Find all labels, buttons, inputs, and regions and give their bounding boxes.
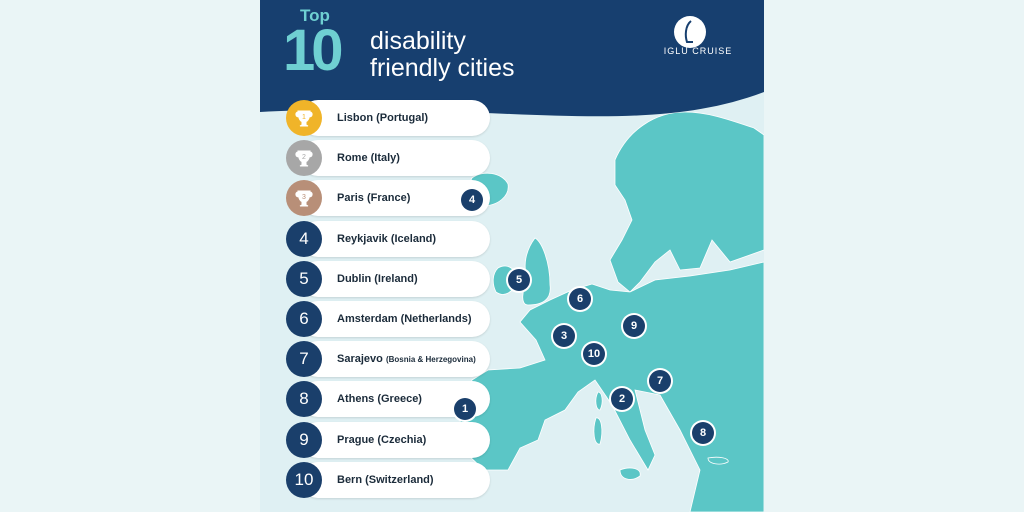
svg-text:3: 3 — [302, 194, 306, 201]
list-item: 5 Dublin (Ireland) — [286, 260, 496, 297]
city-name: Dublin (Ireland) — [337, 272, 418, 285]
city-ranking-list: 1 Lisbon (Portugal) 2 Rome (Italy) 3 Par… — [286, 100, 496, 502]
map-marker-dublin: 5 — [508, 269, 530, 291]
sailboat-logo-icon — [674, 16, 706, 48]
map-marker-athens: 8 — [692, 422, 714, 444]
list-item: 3 Paris (France) — [286, 180, 496, 217]
logo-text: IGLU CRUISE — [663, 46, 733, 56]
city-country-small: (Bosnia & Herzegovina) — [385, 355, 476, 365]
title-top: Top — [300, 6, 330, 25]
city-name: Sarajevo (Bosnia & Herzegovina) — [337, 341, 476, 377]
rank-badge: 5 — [286, 260, 322, 297]
list-item-pill — [300, 260, 490, 297]
list-item: 7 Sarajevo (Bosnia & Herzegovina) — [286, 341, 496, 378]
bronze-trophy-icon: 3 — [286, 180, 322, 217]
list-item: 4 Reykjavik (Iceland) — [286, 220, 496, 257]
city-name: Prague (Czechia) — [337, 433, 427, 446]
list-item-pill — [300, 421, 490, 458]
title-number: 10 — [283, 18, 343, 83]
map-marker-amsterdam: 6 — [569, 288, 591, 310]
city-name: Amsterdam (Netherlands) — [337, 312, 472, 325]
rank-badge: 8 — [286, 381, 322, 418]
rank-badge: 6 — [286, 300, 322, 337]
title-line-2: friendly cities — [370, 54, 515, 82]
map-marker-lisbon: 1 — [454, 398, 476, 420]
list-item-pill — [300, 100, 490, 136]
city-name: Athens (Greece) — [337, 393, 422, 406]
map-marker-paris: 3 — [553, 325, 575, 347]
rank-badge: 10 — [286, 461, 322, 498]
svg-text:2: 2 — [302, 154, 306, 161]
list-item-pill — [300, 461, 490, 498]
silver-trophy-icon: 2 — [286, 140, 322, 177]
city-name: Reykjavik (Iceland) — [337, 232, 437, 245]
list-item: 9 Prague (Czechia) — [286, 421, 496, 458]
list-item: 1 Lisbon (Portugal) — [286, 100, 496, 136]
rank-badge: 4 — [286, 220, 322, 257]
gold-trophy-icon: 1 — [286, 100, 322, 136]
infographic-card: Top 10 disability friendly cities IGLU C… — [260, 0, 764, 512]
map-marker-bern: 10 — [583, 343, 605, 365]
list-item: 6 Amsterdam (Netherlands) — [286, 300, 496, 337]
city-name: Lisbon (Portugal) — [337, 112, 429, 124]
header-banner — [260, 0, 764, 117]
title-line-1: disability — [370, 27, 466, 55]
rank-badge: 9 — [286, 421, 322, 458]
list-item-pill — [300, 220, 490, 257]
list-item-pill — [300, 140, 490, 177]
list-item: 10 Bern (Switzerland) — [286, 461, 496, 498]
svg-text:1: 1 — [302, 114, 306, 121]
city-name-main: Sarajevo — [337, 353, 383, 366]
city-name: Bern (Switzerland) — [337, 473, 434, 486]
map-marker-rome: 2 — [611, 388, 633, 410]
list-item-pill — [300, 341, 490, 378]
city-name: Rome (Italy) — [337, 152, 400, 165]
list-item: 2 Rome (Italy) — [286, 140, 496, 177]
map-marker-sarajevo: 7 — [649, 370, 671, 392]
city-name: Paris (France) — [337, 192, 411, 205]
rank-badge: 7 — [286, 341, 322, 378]
map-marker-prague: 9 — [623, 315, 645, 337]
list-item-pill — [300, 300, 490, 337]
map-marker-reykjavik: 4 — [461, 189, 483, 211]
list-item-pill — [300, 180, 490, 217]
